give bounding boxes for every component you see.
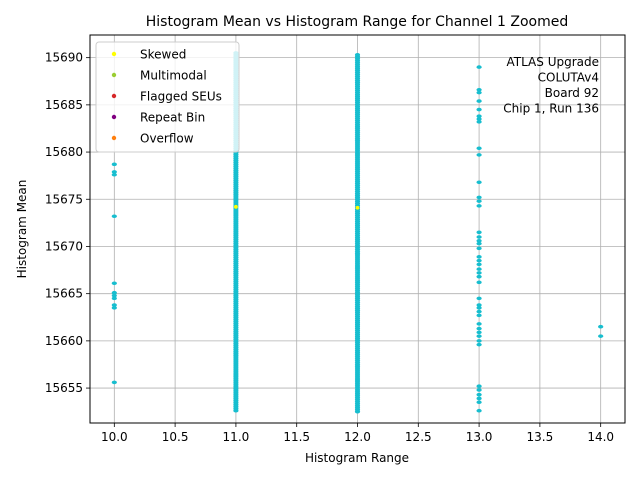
data-point	[111, 306, 117, 310]
data-point	[476, 296, 482, 301]
y-tick-label: 15675	[45, 192, 83, 206]
data-point	[476, 107, 482, 112]
data-point	[476, 258, 482, 263]
data-point	[476, 392, 482, 397]
y-axis-label: Histogram Mean	[15, 180, 29, 279]
x-tick-label: 13.5	[527, 430, 554, 444]
legend-marker	[111, 114, 117, 120]
x-tick-label: 11.0	[223, 430, 250, 444]
x-tick-label: 14.0	[587, 430, 614, 444]
legend-box	[95, 41, 240, 153]
data-point	[476, 239, 482, 243]
data-point	[354, 53, 361, 57]
data-point	[476, 153, 482, 157]
legend-marker	[111, 51, 117, 57]
data-point-skewed	[355, 205, 360, 210]
data-point	[476, 146, 482, 151]
data-point	[476, 326, 482, 331]
data-point	[111, 162, 117, 167]
data-point	[476, 274, 482, 279]
data-point	[476, 408, 482, 413]
chart-title: Histogram Mean vs Histogram Range for Ch…	[146, 14, 568, 30]
data-point	[476, 339, 482, 343]
data-point	[476, 180, 482, 185]
legend-marker	[111, 135, 117, 141]
legend-marker	[111, 72, 117, 78]
data-point	[476, 400, 482, 405]
data-point	[111, 380, 117, 385]
data-point	[111, 172, 117, 177]
data-point	[476, 388, 482, 392]
data-point	[476, 120, 482, 124]
data-point	[476, 235, 482, 239]
data-point	[476, 117, 482, 121]
data-point	[476, 330, 482, 335]
annotation-line: Chip 1, Run 136	[503, 102, 599, 116]
x-tick-label: 12.5	[405, 430, 432, 444]
data-point	[476, 396, 482, 401]
data-point	[476, 204, 482, 208]
data-point	[476, 303, 482, 307]
data-point	[476, 195, 482, 200]
x-tick-label: 13.0	[466, 430, 493, 444]
data-point	[476, 384, 482, 388]
legend: Skewed Multimodal Flagged SEUs Repeat Bin Ov…	[95, 41, 240, 153]
data-point	[476, 322, 482, 326]
data-point-skewed	[234, 204, 238, 209]
data-point	[476, 114, 482, 118]
data-point	[111, 214, 117, 219]
data-point	[476, 230, 482, 235]
x-axis-label: Histogram Range	[305, 451, 409, 465]
y-tick-label: 15670	[45, 239, 83, 253]
x-tick-label: 11.5	[283, 430, 310, 444]
legend-label: Repeat Bin	[140, 111, 205, 125]
y-ticks: 15655 15660 15665 15670 15675 15680 15685 15690	[45, 51, 90, 395]
x-tick-label: 10.0	[101, 430, 128, 444]
data-point	[476, 267, 482, 271]
data-point	[476, 65, 482, 69]
x-tick-label: 10.5	[162, 430, 189, 444]
y-tick-label: 15690	[45, 51, 83, 65]
annotation-line: Board 92	[545, 86, 599, 100]
data-point	[476, 313, 482, 318]
legend-label: Skewed	[140, 48, 186, 62]
data-point	[111, 290, 117, 295]
y-tick-label: 15665	[45, 287, 83, 301]
data-point	[111, 296, 117, 301]
annotation-line: ATLAS Upgrade	[506, 55, 599, 69]
data-point	[111, 281, 117, 286]
data-point	[476, 255, 482, 259]
data-point	[476, 280, 482, 285]
data-point	[476, 99, 482, 103]
data-point	[476, 262, 482, 267]
y-tick-label: 15655	[45, 381, 83, 395]
data-point	[476, 271, 482, 275]
data-point	[476, 90, 482, 95]
x-tick-label: 12.0	[344, 430, 371, 444]
data-point	[111, 170, 117, 174]
data-point	[476, 199, 482, 203]
x-ticks: 10.0 10.5 11.0 11.5 12.0 12.5 13.0 13.5 14.0	[101, 423, 614, 444]
legend-label: Multimodal	[140, 69, 207, 83]
annotation-line: COLUTAv4	[538, 71, 599, 85]
legend-label: Flagged SEUs	[140, 90, 222, 104]
data-point	[598, 334, 604, 338]
legend-label: Overflow	[140, 132, 194, 146]
y-tick-label: 15685	[45, 98, 83, 112]
data-point	[476, 306, 482, 310]
legend-marker	[111, 93, 117, 99]
data-point	[476, 246, 482, 251]
data-point	[598, 324, 604, 329]
data-point	[111, 303, 117, 307]
data-point	[476, 309, 482, 314]
data-point	[476, 334, 482, 338]
y-tick-label: 15660	[45, 334, 83, 348]
data-point	[111, 293, 117, 298]
y-tick-label: 15680	[45, 145, 83, 159]
data-point	[476, 87, 482, 92]
data-point	[476, 241, 482, 246]
data-point	[476, 342, 482, 347]
